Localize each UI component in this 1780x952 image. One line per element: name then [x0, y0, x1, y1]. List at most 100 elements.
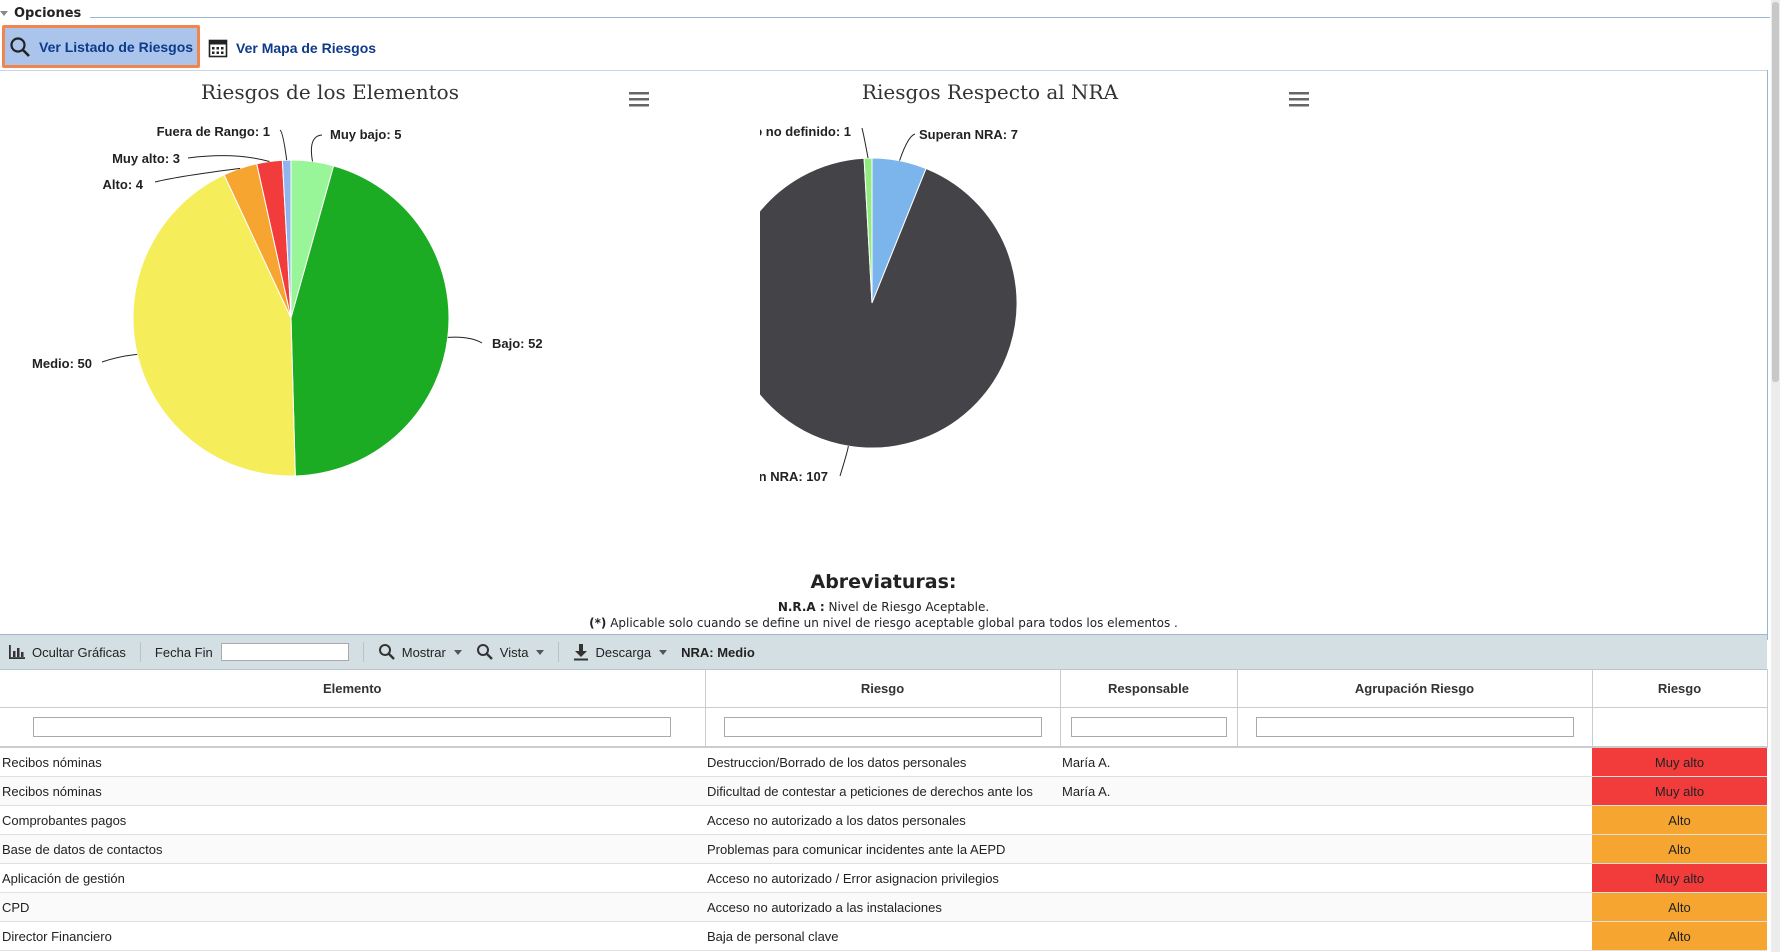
cell-elemento: Recibos nóminas	[0, 747, 705, 777]
search-icon	[476, 644, 493, 660]
abbreviation-star-key: (*)	[589, 616, 607, 630]
chevron-down-icon	[659, 649, 668, 655]
table-row[interactable]: Recibos nóminas Destruccion/Borrado de lo…	[0, 747, 1767, 777]
pie-connector	[101, 353, 138, 363]
abbreviations-title: Abreviaturas:	[810, 571, 957, 593]
pie-slice-bajo[interactable]	[290, 165, 450, 477]
pie-connector	[861, 127, 869, 159]
view-risk-map-button[interactable]: Ver Mapa de Riesgos	[208, 30, 376, 66]
table-row[interactable]: CPD Acceso no autorizado a las instalacio…	[0, 892, 1767, 922]
pie-label-fuera-de-rango: Fuera de Rango: 1	[157, 124, 270, 139]
cell-responsable	[1060, 892, 1237, 922]
chevron-down-icon	[453, 649, 462, 655]
chart-nra-pie: Superan NRA: 7 No Superan NRA: 107 Riesgo …	[760, 124, 1018, 484]
risk-table: Elemento Riesgo Responsable Agrupación R…	[0, 669, 1768, 951]
cell-responsable	[1060, 834, 1237, 864]
table-row[interactable]: Base de datos de contactos Problemas para…	[0, 834, 1767, 864]
chart-elementos-pie: Muy bajo: 5 Bajo: 52 Medio: 50 Alto: 4 Muy a…	[32, 124, 543, 477]
pie-slice-riesgo-no-definido[interactable]	[863, 157, 873, 304]
cell-riesgo: Acceso no autorizado a los datos persona…	[705, 805, 1060, 835]
column-header-responsable[interactable]: Responsable	[1060, 669, 1238, 708]
pie-connector	[279, 129, 288, 161]
pie-label-superan-nra: Superan NRA: 7	[919, 127, 1018, 142]
options-legend[interactable]: Opciones	[0, 6, 81, 21]
calendar-grid-icon	[208, 39, 228, 58]
filter-responsable-input[interactable]	[1070, 717, 1227, 737]
table-row[interactable]: Director Financiero Baja de personal clav…	[0, 921, 1767, 951]
cell-nivel-riesgo: Alto	[1592, 805, 1767, 835]
pie-slice-no-superan-nra[interactable]	[760, 157, 1018, 449]
pie-label-alto: Alto: 4	[103, 177, 144, 192]
pie-slice-fuera-de-rango[interactable]	[281, 159, 292, 319]
descarga-dropdown[interactable]: Descarga	[573, 643, 668, 661]
cell-agrupacion	[1237, 805, 1592, 835]
cell-nivel-riesgo: Muy alto	[1592, 747, 1767, 777]
vista-label: Vista	[499, 644, 529, 660]
cell-nivel-riesgo: Muy alto	[1592, 776, 1767, 806]
cell-responsable: María A.	[1060, 776, 1237, 806]
chevron-down-icon	[536, 649, 545, 655]
toolbar-separator	[362, 642, 364, 662]
cell-agrupacion	[1237, 863, 1592, 893]
pie-label-muy-alto: Muy alto: 3	[112, 151, 180, 166]
search-icon	[378, 644, 395, 660]
cell-nivel-riesgo: Alto	[1592, 921, 1767, 951]
toolbar-separator	[139, 642, 141, 662]
pie-label-muy-bajo: Muy bajo: 5	[330, 127, 402, 142]
filter-agrupacion-input[interactable]	[1255, 717, 1574, 737]
cell-elemento: Base de datos de contactos	[0, 834, 705, 864]
filter-elemento-input[interactable]	[33, 717, 672, 737]
chart-elementos-menu-icon[interactable]	[629, 91, 649, 107]
cell-agrupacion	[1237, 921, 1592, 951]
cell-nivel-riesgo: Alto	[1592, 892, 1767, 922]
mostrar-dropdown[interactable]: Mostrar	[378, 643, 462, 661]
charts-top-border	[0, 70, 1767, 71]
cell-responsable: María A.	[1060, 747, 1237, 777]
collapse-triangle-icon[interactable]	[0, 11, 8, 16]
hide-charts-label: Ocultar Gráficas	[32, 644, 126, 660]
scrollbar-thumb[interactable]	[1772, 2, 1779, 382]
column-header-nivel-riesgo[interactable]: Riesgo	[1592, 669, 1768, 708]
abbreviation-nra: N.R.A : Nivel de Riesgo Aceptable.	[0, 600, 1767, 614]
cell-elemento: Comprobantes pagos	[0, 805, 705, 835]
abbreviation-star: (*) Aplicable solo cuando se define un n…	[0, 616, 1767, 630]
view-risk-list-button[interactable]: Ver Listado de Riesgos	[2, 25, 200, 68]
download-icon	[574, 644, 589, 661]
table-row[interactable]: Recibos nóminas Dificultad de contestar a…	[0, 776, 1767, 806]
column-header-agrupacion[interactable]: Agrupación Riesgo	[1237, 669, 1593, 708]
table-row[interactable]: Aplicación de gestión Acceso no autorizad…	[0, 863, 1767, 893]
cell-agrupacion	[1237, 834, 1592, 864]
fecha-fin-field: Fecha Fin	[155, 643, 349, 661]
filter-cell	[1237, 707, 1593, 748]
pie-slice-medio[interactable]	[132, 174, 296, 477]
cell-riesgo: Acceso no autorizado a las instalaciones	[705, 892, 1060, 922]
vertical-scrollbar[interactable]	[1771, 0, 1780, 952]
options-legend-label: Opciones	[14, 6, 82, 21]
cell-nivel-riesgo: Alto	[1592, 834, 1767, 864]
column-header-riesgo[interactable]: Riesgo	[705, 669, 1061, 708]
fecha-fin-input[interactable]	[220, 643, 349, 661]
abbreviation-nra-key: N.R.A :	[777, 600, 825, 614]
toolbar-separator	[558, 642, 560, 662]
filter-cell	[705, 707, 1061, 748]
cell-responsable	[1060, 805, 1237, 835]
table-row[interactable]: Comprobantes pagos Acceso no autorizado a…	[0, 805, 1767, 835]
panel-right-border	[1767, 70, 1768, 640]
pie-connector	[839, 445, 849, 477]
cell-responsable	[1060, 863, 1237, 893]
view-risk-map-label: Ver Mapa de Riesgos	[236, 40, 377, 56]
chart-nra-menu-icon[interactable]	[1289, 91, 1309, 107]
mostrar-label: Mostrar	[401, 644, 446, 660]
pie-connector	[899, 133, 916, 161]
cell-agrupacion	[1237, 747, 1592, 777]
vista-dropdown[interactable]: Vista	[476, 643, 545, 661]
pie-label-bajo: Bajo: 52	[492, 336, 543, 351]
filter-riesgo-input[interactable]	[723, 717, 1042, 737]
hide-charts-button[interactable]: Ocultar Gráficas	[8, 644, 126, 660]
pie-connector	[447, 336, 483, 344]
pie-label-no-superan-nra: No Superan NRA: 107	[760, 469, 828, 484]
column-header-elemento[interactable]: Elemento	[0, 669, 706, 708]
chart-elementos-title: Riesgos de los Elementos	[201, 80, 459, 104]
chart-nra-title: Riesgos Respecto al NRA	[861, 80, 1119, 104]
bar-chart-icon	[9, 645, 25, 659]
